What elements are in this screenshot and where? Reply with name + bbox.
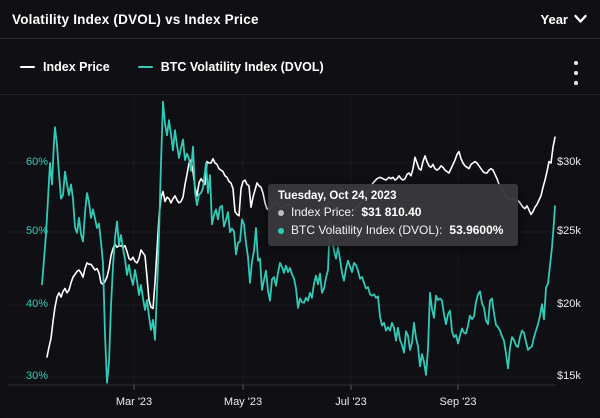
y-axis-right-tick: $20k [557,298,581,310]
tooltip-date: Tuesday, Oct 24, 2023 [278,190,397,202]
kebab-menu-icon[interactable] [571,61,581,85]
legend-item-dvol[interactable]: BTC Volatility Index (DVOL) [137,60,324,74]
x-axis-tick: May '23 [223,396,263,408]
range-selector[interactable]: Year [541,12,588,27]
y-axis-right-tick: $15k [557,370,581,382]
y-axis-left-tick: 30% [25,370,48,382]
kebab-dot [574,61,578,65]
legend-item-label: Index Price [43,60,110,74]
range-selector-label: Year [540,11,568,27]
kebab-dot [574,81,578,85]
kebab-dot [574,71,578,75]
tooltip-row: BTC Volatility Index (DVOL): 53.9600% [278,223,508,238]
x-axis-tick: Jul '23 [335,396,367,408]
tooltip-label: Index Price: [291,205,355,219]
y-axis-left-tick: 50% [25,225,48,237]
legend-item-label: BTC Volatility Index (DVOL) [160,60,324,74]
y-axis-right-tick: $25k [557,225,581,237]
series-line-btc-volatility-index-dvol- [41,100,556,384]
tooltip-value: $31 810.40 [361,205,422,219]
tooltip: Tuesday, Oct 24, 2023 Index Price: $31 8… [268,184,518,246]
header: Volatility Index (DVOL) vs Index Price Y… [0,0,600,39]
tooltip-value: 53.9600% [449,223,504,237]
index-price-swatch [20,65,35,69]
chevron-down-icon [573,14,588,24]
x-axis-tick: Sep '23 [439,396,477,408]
tooltip-label: BTC Volatility Index (DVOL): [291,223,443,237]
x-axis-tick: Mar '23 [115,396,153,408]
legend: Index Price BTC Volatility Index (DVOL) [0,40,600,95]
bullet-icon [278,209,284,216]
bullet-icon [278,227,284,234]
page-title: Volatility Index (DVOL) vs Index Price [12,11,259,27]
y-axis-left-tick: 60% [25,156,48,168]
y-axis-left-tick: 40% [25,298,48,310]
y-axis-right-tick: $30k [557,156,581,168]
dvol-swatch [137,65,153,69]
tooltip-row: Index Price: $31 810.40 [278,205,508,220]
legend-item-index-price[interactable]: Index Price [20,60,110,74]
